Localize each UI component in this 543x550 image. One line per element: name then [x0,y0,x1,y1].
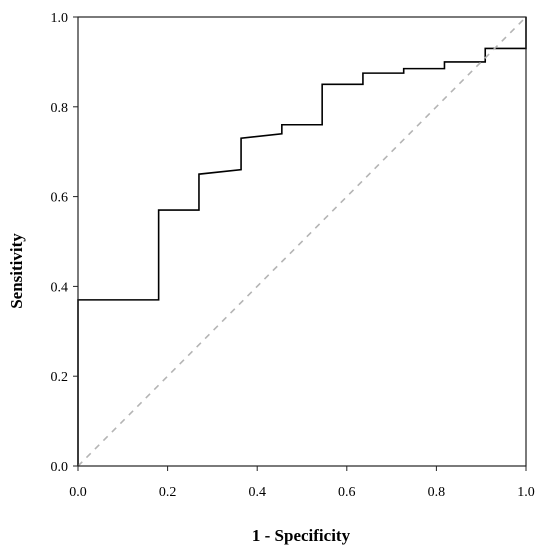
x-axis-title: 1 - Specificity [252,526,351,545]
y-tick-label: 0.0 [51,460,69,475]
reference-diagonal-line [77,16,527,467]
y-tick-label: 0.6 [51,191,69,206]
y-tick-label: 1.0 [51,11,69,26]
y-axis-title: Sensitivity [7,233,26,309]
y-tick-label: 0.8 [51,101,69,116]
y-tick-label: 0.2 [51,370,69,385]
y-tick-label: 0.4 [51,280,69,295]
x-tick-label: 0.0 [69,485,87,500]
x-tick-label: 0.6 [338,485,356,500]
x-tick-label: 0.8 [428,485,446,500]
series-layer [77,16,527,467]
x-tick-label: 0.2 [159,485,177,500]
x-tick-label: 0.4 [248,485,266,500]
plot-frame [77,16,527,467]
ticks-layer: 0.0 0.2 0.4 0.6 0.8 1.0 0.0 0.2 0.4 0.6 0.8 1.0 [51,11,535,500]
roc-curve-line [77,17,527,466]
x-tick-label: 1.0 [517,485,535,500]
